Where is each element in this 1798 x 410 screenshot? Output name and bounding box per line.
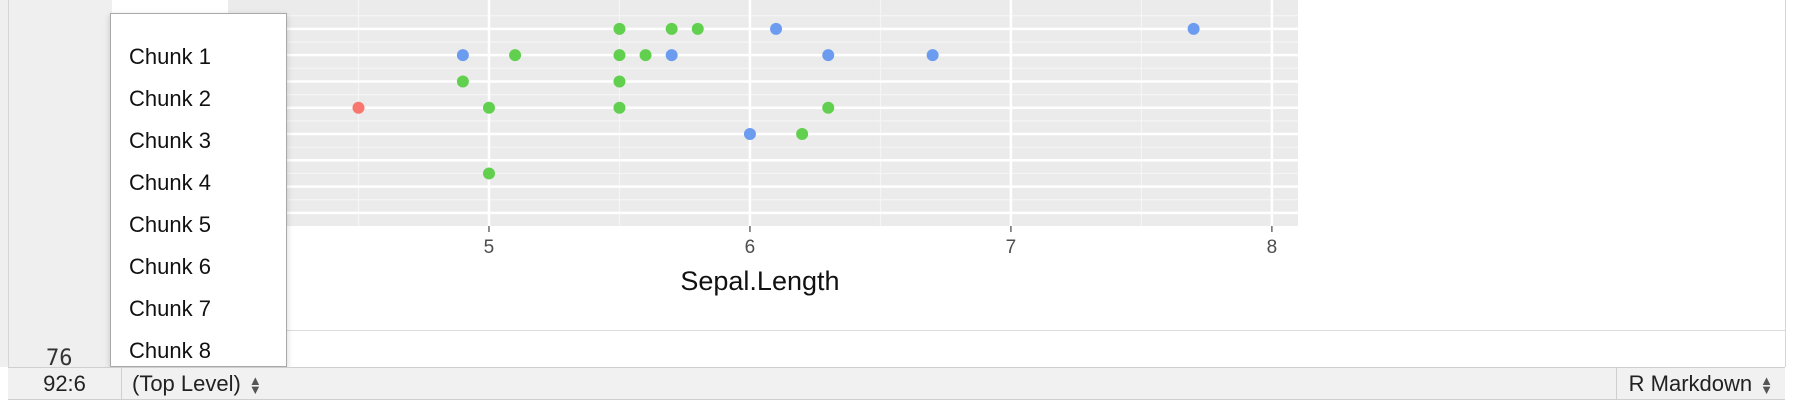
x-axis-title: Sepal.Length [680,266,839,296]
plot-panel [228,0,1298,226]
data-point [456,49,469,62]
document-mode-label: R Markdown [1628,371,1753,396]
line-number: 76 [46,346,73,371]
editor-right-border [1785,0,1786,367]
chunk-menu-item[interactable]: Chunk 7 [129,296,211,321]
data-point [613,49,626,62]
data-point [352,101,365,114]
data-point [1187,22,1200,35]
data-point [743,128,756,141]
data-point [613,22,626,35]
window-bottom [0,400,1798,410]
data-point [822,49,835,62]
data-point [691,22,704,35]
chunk-menu-item[interactable]: Chunk 2 [129,86,211,111]
up-down-arrows-icon: ▲ ▼ [1760,373,1773,398]
scope-label: (Top Level) [132,371,241,396]
data-point [456,75,469,88]
status-bar: 92:6 (Top Level) ▲ ▼ R Markdown ▲ ▼ [8,367,1785,400]
scatter-plot: 5 6 7 8 Sepal.Length [228,0,1298,296]
chunk-menu[interactable]: Chunk 1 Chunk 2 Chunk 3 Chunk 4 Chunk 5 Chunk… [110,13,287,367]
data-point [613,101,626,114]
data-point [665,49,678,62]
x-tick-label: 5 [484,237,495,258]
x-tick-label: 7 [1006,237,1017,258]
data-point [509,49,522,62]
data-point [639,49,652,62]
data-point [796,128,809,141]
x-tick-label: 8 [1267,237,1278,258]
data-point [482,167,495,180]
data-point [665,22,678,35]
chunk-menu-item[interactable]: Chunk 4 [129,170,211,195]
data-point [770,22,783,35]
editor-divider [112,330,1785,331]
data-point [613,75,626,88]
line-gutter [0,0,112,367]
up-down-arrows-icon: ▲ ▼ [248,373,262,398]
data-point [482,101,495,114]
scope-selector[interactable]: (Top Level) ▲ ▼ [132,368,262,399]
data-point [822,101,835,114]
chunk-menu-item[interactable]: Chunk 8 [129,338,211,363]
chunk-menu-item[interactable]: Chunk 1 [129,44,211,69]
chunk-menu-item[interactable]: Chunk 6 [129,254,211,279]
cursor-position: 92:6 [8,368,122,399]
chunk-menu-item[interactable]: Chunk 5 [129,212,211,237]
gutter-border [8,0,9,367]
chunk-menu-item[interactable]: Chunk 3 [129,128,211,153]
data-point [926,49,939,62]
document-mode-selector[interactable]: R Markdown ▲ ▼ [1615,368,1785,399]
x-tick-label: 6 [745,237,756,258]
